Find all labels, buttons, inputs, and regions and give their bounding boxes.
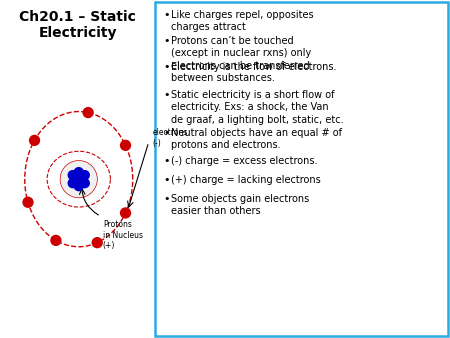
Text: Neutral objects have an equal # of
protons and electrons.: Neutral objects have an equal # of proto… xyxy=(171,128,342,150)
Circle shape xyxy=(23,197,33,207)
Circle shape xyxy=(80,179,89,188)
Text: •: • xyxy=(163,90,170,100)
Circle shape xyxy=(30,136,40,145)
Circle shape xyxy=(68,179,77,188)
Circle shape xyxy=(51,236,61,245)
Text: Protons
in Nucleus
(+): Protons in Nucleus (+) xyxy=(103,220,143,250)
Text: Protons can’t be touched
(except in nuclear rxns) only
electrons can be transfer: Protons can’t be touched (except in nucl… xyxy=(171,36,311,83)
Circle shape xyxy=(68,171,77,179)
Text: (-) charge = excess electrons.: (-) charge = excess electrons. xyxy=(171,156,318,166)
Circle shape xyxy=(83,107,93,118)
Circle shape xyxy=(92,238,102,248)
Text: •: • xyxy=(163,194,170,204)
Text: Electricity is the flow of electrons.: Electricity is the flow of electrons. xyxy=(171,62,337,72)
Text: •: • xyxy=(163,175,170,185)
Circle shape xyxy=(121,140,130,150)
Circle shape xyxy=(71,175,80,184)
Text: •: • xyxy=(163,128,170,138)
Circle shape xyxy=(74,168,83,177)
Circle shape xyxy=(121,208,130,218)
Text: •: • xyxy=(163,36,170,46)
Text: Ch20.1 – Static
Electricity: Ch20.1 – Static Electricity xyxy=(19,10,136,40)
Text: electrons
(-): electrons (-) xyxy=(153,128,188,148)
Text: •: • xyxy=(163,62,170,72)
Text: Some objects gain electrons
easier than others: Some objects gain electrons easier than … xyxy=(171,194,310,216)
Text: Static electricity is a short flow of
electricity. Exs: a shock, the Van
de graa: Static electricity is a short flow of el… xyxy=(171,90,344,125)
Circle shape xyxy=(74,182,83,191)
Text: •: • xyxy=(163,156,170,166)
Bar xyxy=(155,2,448,336)
Circle shape xyxy=(80,171,89,179)
Text: Like charges repel, opposites
charges attract: Like charges repel, opposites charges at… xyxy=(171,10,314,32)
Text: •: • xyxy=(163,10,170,20)
Text: (+) charge = lacking electrons: (+) charge = lacking electrons xyxy=(171,175,321,185)
Circle shape xyxy=(74,175,83,184)
Circle shape xyxy=(60,161,97,198)
Circle shape xyxy=(77,175,86,184)
